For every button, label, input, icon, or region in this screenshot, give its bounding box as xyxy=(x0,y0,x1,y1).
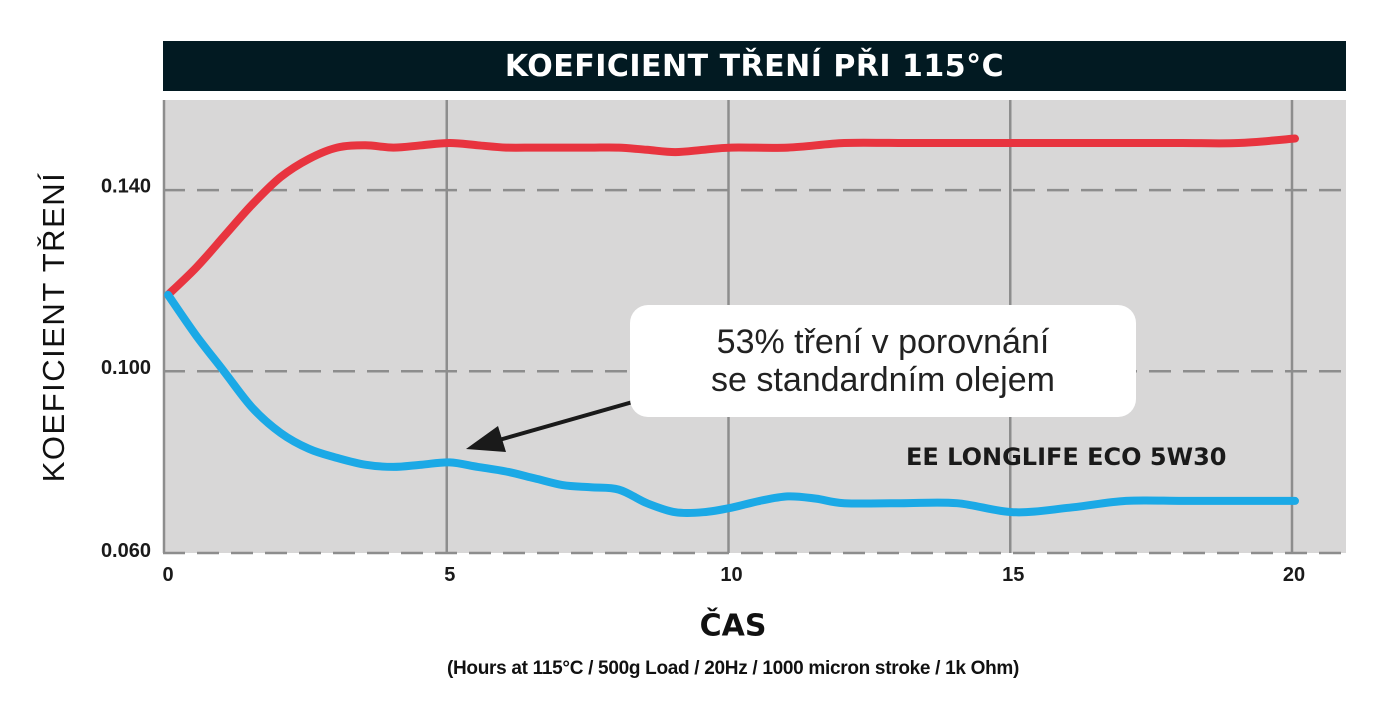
y-tick-label: 0.060 xyxy=(101,540,151,562)
x-axis-label: ČAS xyxy=(699,608,767,644)
x-axis-sublabel: (Hours at 115°C / 500g Load / 20Hz / 100… xyxy=(446,658,1020,679)
annotation-arrow-shaft xyxy=(491,399,637,444)
series-line-standard-oil xyxy=(164,134,1299,299)
y-tick-label: 0.140 xyxy=(101,176,151,198)
annotation-arrow-head xyxy=(466,426,506,452)
y-tick-label: 0.100 xyxy=(101,357,151,379)
x-tick-label: 20 xyxy=(1283,564,1305,586)
x-tick-label: 5 xyxy=(444,564,455,586)
x-tick-label: 10 xyxy=(720,564,742,586)
annotation-line-1: 53% tření v porovnání xyxy=(716,323,1050,361)
chart-title: KOEFICIENT TŘENÍ PŘI 115°C xyxy=(163,41,1346,91)
x-tick-label: 15 xyxy=(1002,564,1024,586)
annotation-callout: 53% tření v porovnání se standardním ole… xyxy=(630,305,1136,417)
x-tick-label: 0 xyxy=(162,564,173,586)
series-label: EE LONGLIFE ECO 5W30 xyxy=(906,443,1227,471)
annotation-line-2: se standardním olejem xyxy=(711,361,1055,399)
series-line-ee-longlife xyxy=(164,290,1299,518)
